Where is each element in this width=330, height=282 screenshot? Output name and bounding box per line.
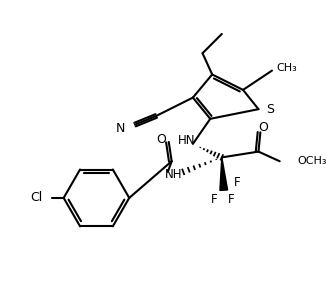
Text: O: O — [258, 121, 268, 134]
Text: S: S — [266, 103, 274, 116]
Text: N: N — [116, 122, 125, 135]
Text: OCH₃: OCH₃ — [297, 156, 327, 166]
Text: F: F — [228, 193, 235, 206]
Text: Cl: Cl — [30, 191, 43, 204]
Text: O: O — [156, 133, 166, 146]
Text: NH: NH — [165, 168, 182, 181]
Text: HN: HN — [178, 134, 196, 147]
Text: F: F — [234, 176, 241, 189]
Text: CH₃: CH₃ — [277, 63, 298, 73]
Polygon shape — [220, 157, 228, 190]
Text: F: F — [211, 193, 217, 206]
